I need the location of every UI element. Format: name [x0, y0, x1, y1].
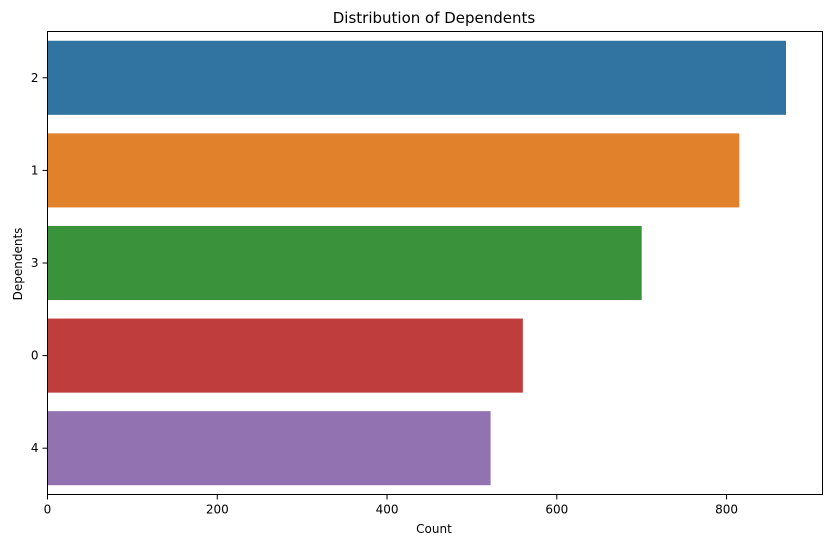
- y-tick-label: 1: [31, 163, 39, 177]
- x-tick-label: 0: [44, 503, 52, 517]
- x-axis-ticks: 0 200 400 600 800: [44, 494, 738, 517]
- x-axis-label: Count: [416, 522, 452, 536]
- x-tick-label: 400: [376, 503, 399, 517]
- y-tick-label: 3: [31, 256, 39, 270]
- bar-3: [47, 225, 642, 301]
- plot-frame: [47, 31, 823, 495]
- bar-1: [47, 133, 740, 208]
- bar-2: [47, 40, 786, 115]
- x-tick-label: 200: [206, 503, 229, 517]
- bar-0: [47, 318, 523, 393]
- y-axis-ticks: 2 1 3 0 4: [31, 71, 48, 455]
- x-tick-label: 600: [545, 503, 568, 517]
- x-tick-label: 800: [715, 503, 738, 517]
- y-tick-label: 4: [31, 441, 39, 455]
- y-tick-label: 0: [31, 349, 39, 363]
- chart-title: Distribution of Dependents: [333, 9, 536, 27]
- y-axis-label: Dependents: [11, 228, 25, 301]
- y-tick-label: 2: [31, 71, 39, 85]
- bars-group: [47, 40, 786, 486]
- bar-4: [47, 411, 491, 486]
